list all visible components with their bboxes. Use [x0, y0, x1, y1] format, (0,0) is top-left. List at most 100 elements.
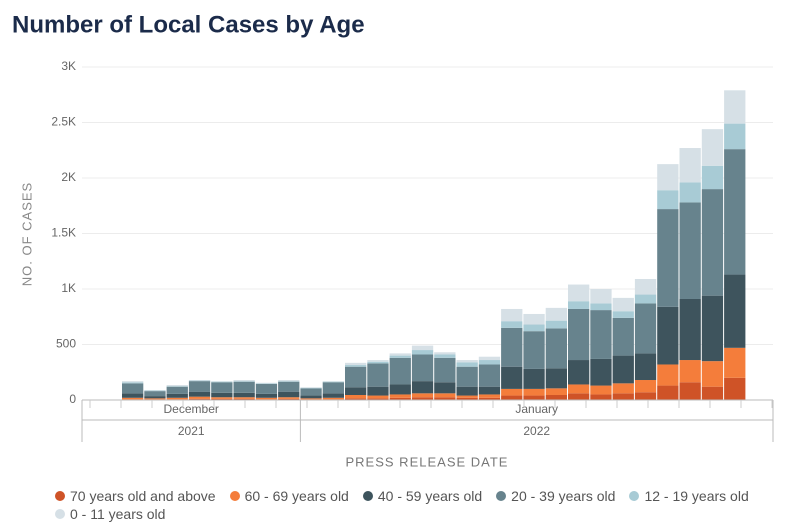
bar-segment [657, 209, 679, 307]
bar-segment [211, 392, 233, 398]
legend-label: 12 - 19 years old [644, 488, 749, 504]
bar-segment [701, 295, 724, 362]
bar-segment [389, 397, 411, 400]
legend-item[interactable]: 20 - 39 years old [496, 488, 615, 504]
bar-segment [590, 310, 612, 359]
bar-segment [657, 385, 679, 400]
bar-segment [634, 294, 657, 304]
legend-item[interactable]: 0 - 11 years old [55, 506, 165, 522]
legend-swatch [55, 509, 65, 519]
bar-segment [701, 129, 724, 166]
bar-segment [568, 284, 590, 302]
bar-segment [300, 398, 322, 400]
bar-segment [122, 383, 144, 394]
bar-segment [322, 382, 344, 394]
bar-segment [568, 360, 590, 385]
legend-label: 70 years old and above [70, 488, 216, 504]
bar-segment [634, 392, 657, 400]
bar-segment [568, 384, 590, 394]
bar-segment [345, 398, 367, 400]
y-tick-label: 1K [61, 281, 76, 295]
bar-segment [568, 308, 590, 361]
bar-segment [188, 380, 211, 381]
bar-segment [322, 381, 344, 383]
bar-segment [434, 393, 456, 398]
bar-segment [434, 382, 456, 394]
bar-segment [122, 381, 144, 383]
bar-segment [255, 383, 278, 394]
legend: 70 years old and above 60 - 69 years old 4… [55, 488, 780, 522]
bar-segment [724, 274, 746, 348]
bar-segment [345, 362, 367, 366]
bar-segment [612, 311, 634, 318]
bar-segment [434, 397, 456, 400]
bar-segment [367, 363, 389, 387]
bar-segment [634, 353, 657, 381]
bar-segment [122, 393, 144, 398]
bar-segment [456, 386, 478, 396]
bar-segment [166, 386, 188, 394]
bar-segment [456, 362, 478, 367]
bar-segment [389, 384, 411, 395]
bar-segment [657, 190, 679, 210]
bar-segment [568, 393, 590, 400]
bar-segment [724, 377, 746, 400]
bar-segment [501, 388, 523, 396]
bar-segment [523, 331, 545, 369]
legend-item[interactable]: 70 years old and above [55, 488, 216, 504]
bar-segment [679, 382, 701, 400]
bar-segment [144, 390, 166, 391]
bar-segment [545, 368, 567, 389]
bar-segment [411, 345, 434, 351]
legend-swatch [229, 491, 240, 501]
bar-segment [144, 398, 166, 400]
bar-segment [478, 364, 501, 387]
legend-item[interactable]: 12 - 19 years old [629, 488, 749, 504]
bar-segment [501, 308, 523, 322]
bar-segment [523, 388, 545, 396]
bar-segment [456, 360, 478, 363]
month-label: December [164, 402, 219, 416]
bar-segment [456, 366, 478, 387]
bar-segment [434, 354, 456, 358]
bar-segment [411, 393, 434, 398]
legend-label: 60 - 69 years old [244, 488, 349, 504]
bar-segment [255, 382, 278, 384]
bar-segment [367, 360, 389, 362]
bar-segment [300, 388, 322, 396]
bar-segment [657, 306, 679, 365]
bar-segment [188, 398, 211, 400]
bar-segment [255, 383, 278, 384]
bar-segment [590, 358, 612, 386]
bar-segment [478, 386, 501, 395]
bar-segment [278, 380, 300, 382]
bar-segment [345, 395, 367, 399]
bar-segment [657, 164, 679, 191]
bar-segment [724, 123, 746, 150]
bar-segment [255, 397, 278, 400]
bar-segment [166, 393, 188, 398]
bar-segment [345, 365, 367, 367]
legend-swatch [362, 491, 373, 501]
bar-segment [144, 390, 166, 392]
bar-segment [545, 307, 567, 321]
bar-segment [590, 303, 612, 311]
bar-segment [367, 361, 389, 364]
bar-segment [233, 380, 255, 382]
bar-segment [701, 165, 724, 190]
legend-label: 0 - 11 years old [70, 506, 166, 522]
bar-segment [612, 393, 634, 400]
bar-segment [389, 353, 411, 356]
bar-segment [144, 396, 166, 399]
legend-item[interactable]: 60 - 69 years old [229, 488, 349, 504]
bar-segment [122, 382, 144, 384]
bar-segment [144, 391, 166, 397]
bar-segment [166, 385, 188, 387]
bar-segment [389, 394, 411, 398]
bar-segment [612, 297, 634, 312]
bar-segment [188, 380, 211, 382]
legend-item[interactable]: 40 - 59 years old [362, 488, 483, 504]
bar-segment [411, 397, 434, 400]
bar-segment [188, 391, 211, 397]
legend-label: 40 - 59 years old [377, 488, 483, 504]
